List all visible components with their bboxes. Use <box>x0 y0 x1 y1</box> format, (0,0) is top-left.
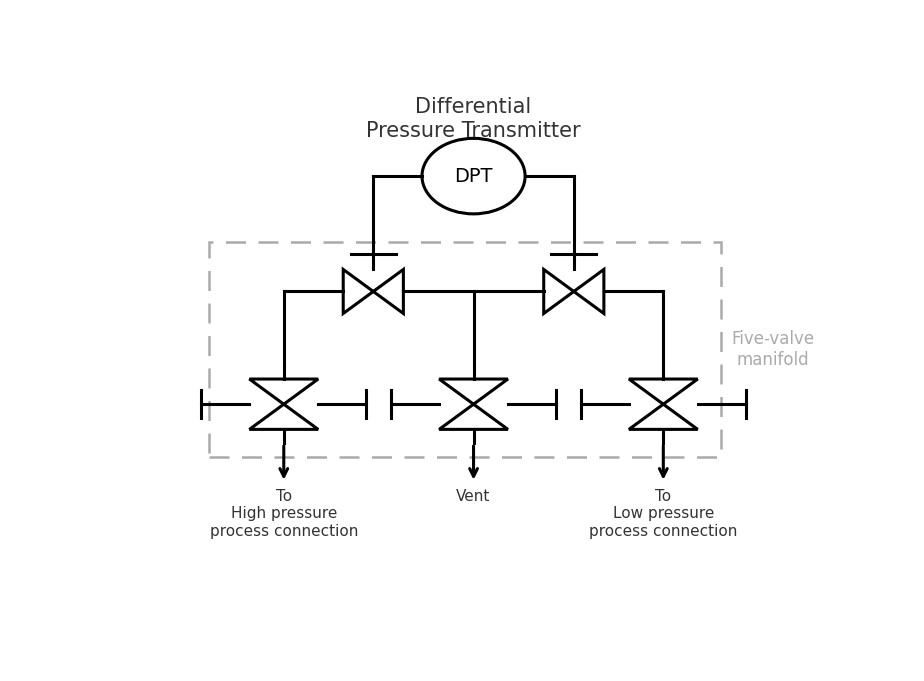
Text: To
High pressure
process connection: To High pressure process connection <box>210 489 358 539</box>
Text: Vent: Vent <box>456 489 491 504</box>
Text: To
Low pressure
process connection: To Low pressure process connection <box>590 489 737 539</box>
Text: DPT: DPT <box>455 167 492 186</box>
Bar <box>209 242 721 457</box>
Text: Five-valve
manifold: Five-valve manifold <box>732 330 814 368</box>
Text: Differential
Pressure Transmitter: Differential Pressure Transmitter <box>366 97 581 141</box>
